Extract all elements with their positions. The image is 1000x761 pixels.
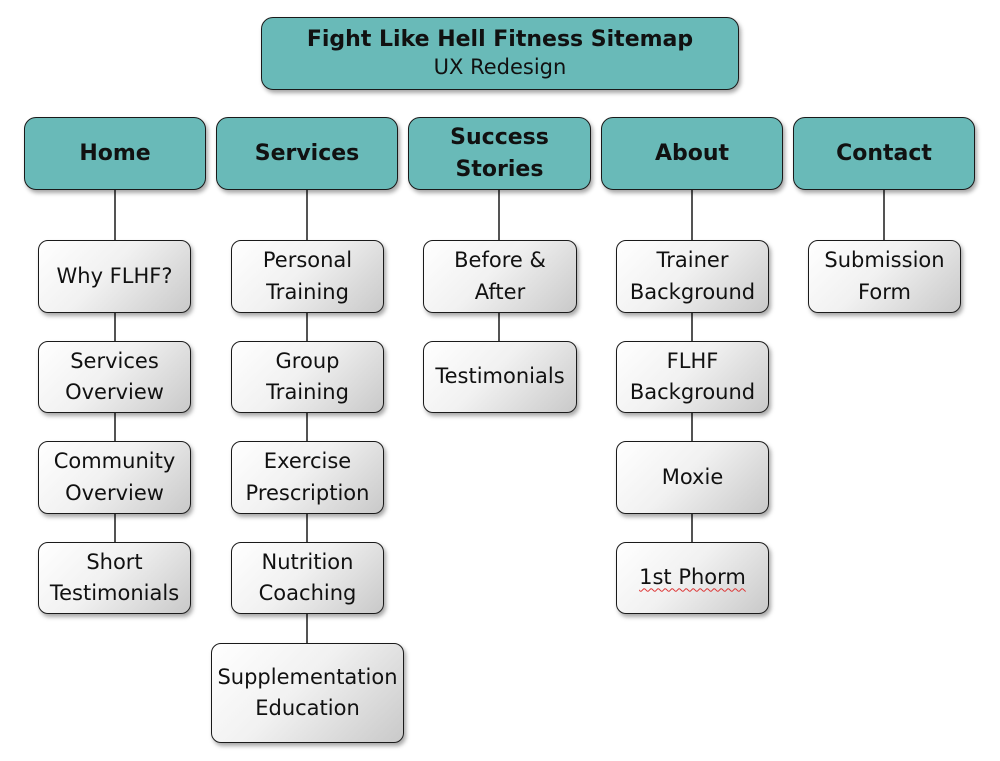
page-flhf-background: FLHF Background xyxy=(616,341,769,413)
page-short-testimonials: Short Testimonials xyxy=(38,542,191,614)
page-services-overview: Services Overview xyxy=(38,341,191,413)
page-community-overview: Community Overview xyxy=(38,441,191,514)
sitemap-title: Fight Like Hell Fitness Sitemap xyxy=(306,26,694,52)
page-before-and-after: Before & After xyxy=(423,240,577,313)
section-home: Home xyxy=(24,117,206,190)
page-1st-phorm: 1st Phorm xyxy=(616,542,769,614)
page-personal-training: Personal Training xyxy=(231,240,384,313)
page-supplementation-education: Supplementation Education xyxy=(211,643,404,743)
section-about: About xyxy=(601,117,783,190)
page-testimonials: Testimonials xyxy=(423,341,577,413)
page-moxie: Moxie xyxy=(616,441,769,514)
section-services: Services xyxy=(216,117,398,190)
section-contact: Contact xyxy=(793,117,975,190)
sitemap-title-box: Fight Like Hell Fitness Sitemap UX Redes… xyxy=(261,17,739,90)
page-nutrition-coaching: Nutrition Coaching xyxy=(231,542,384,614)
page-submission-form: Submission Form xyxy=(808,240,961,313)
page-1st-phorm-label: 1st Phorm xyxy=(639,565,746,590)
sitemap-subtitle: UX Redesign xyxy=(433,55,567,80)
page-trainer-background: Trainer Background xyxy=(616,240,769,313)
page-exercise-prescription: Exercise Prescription xyxy=(231,441,384,514)
page-group-training: Group Training xyxy=(231,341,384,413)
page-why-flhf: Why FLHF? xyxy=(38,240,191,313)
section-success-stories: Success Stories xyxy=(408,117,591,190)
